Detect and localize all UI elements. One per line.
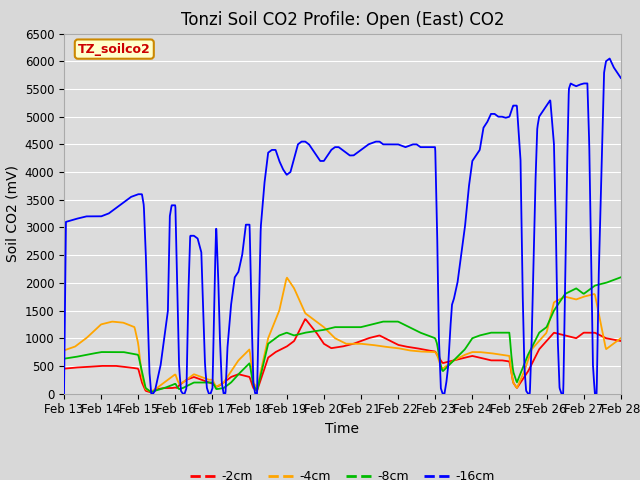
Legend: -2cm, -4cm, -8cm, -16cm: -2cm, -4cm, -8cm, -16cm — [186, 465, 499, 480]
X-axis label: Time: Time — [325, 422, 360, 436]
Text: TZ_soilco2: TZ_soilco2 — [78, 43, 150, 56]
Title: Tonzi Soil CO2 Profile: Open (East) CO2: Tonzi Soil CO2 Profile: Open (East) CO2 — [180, 11, 504, 29]
Y-axis label: Soil CO2 (mV): Soil CO2 (mV) — [5, 165, 19, 262]
